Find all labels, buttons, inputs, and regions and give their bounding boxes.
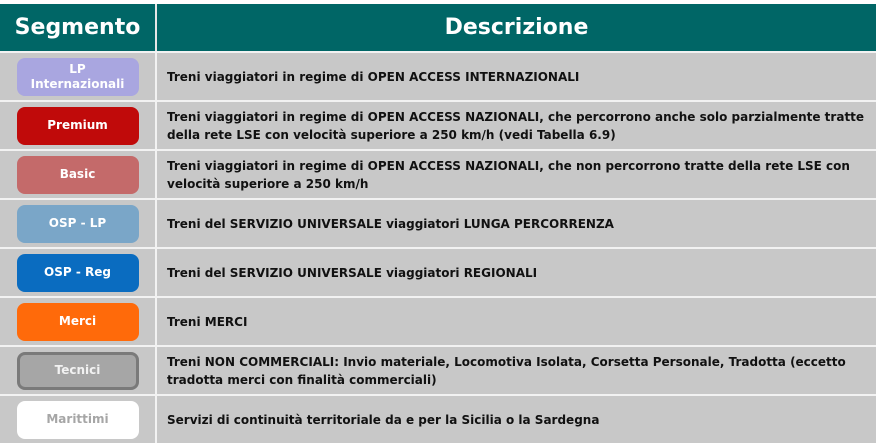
- table-row: Tecnici Treni NON COMMERCIALI: Invio mate…: [0, 345, 876, 394]
- description-cell: Treni del SERVIZIO UNIVERSALE viaggiator…: [167, 216, 614, 231]
- segment-badge: Tecnici: [16, 351, 139, 390]
- segment-badge: OSP - LP: [16, 204, 139, 243]
- table-row: LP Internazionali Treni viaggiatori in re…: [0, 51, 876, 100]
- segment-badge: OSP - Reg: [16, 253, 139, 292]
- segment-badge: LP Internazionali: [16, 57, 139, 96]
- segment-badge: Premium: [16, 106, 139, 145]
- table-row: Premium Treni viaggiatori in regime di OP…: [0, 100, 876, 149]
- table-header: Segmento Descrizione: [0, 4, 876, 51]
- description-cell: Treni viaggiatori in regime di OPEN ACCE…: [167, 109, 865, 142]
- segment-cell: OSP - LP: [0, 200, 157, 247]
- header-description: Descrizione: [444, 15, 589, 40]
- segment-cell: Basic: [0, 151, 157, 198]
- segments-table: Segmento Descrizione LP Internazionali Tr…: [0, 4, 876, 443]
- segment-cell: Marittimi: [0, 396, 157, 443]
- segment-cell: OSP - Reg: [0, 249, 157, 296]
- table-row: OSP - LP Treni del SERVIZIO UNIVERSALE vi…: [0, 198, 876, 247]
- segment-badge: Marittimi: [16, 400, 139, 439]
- table-row: Marittimi Servizi di continuità territori…: [0, 394, 876, 443]
- segment-badge: Basic: [16, 155, 139, 194]
- description-cell: Treni viaggiatori in regime di OPEN ACCE…: [167, 69, 580, 84]
- table-row: OSP - Reg Treni del SERVIZIO UNIVERSALE v…: [0, 247, 876, 296]
- description-cell: Treni viaggiatori in regime di OPEN ACCE…: [167, 158, 850, 191]
- segment-cell: Tecnici: [0, 347, 157, 394]
- segment-badge: Merci: [16, 302, 139, 341]
- segment-cell: Premium: [0, 102, 157, 149]
- segment-cell: Merci: [0, 298, 157, 345]
- description-cell: Treni NON COMMERCIALI: Invio materiale, …: [167, 354, 846, 387]
- description-cell: Servizi di continuità territoriale da e …: [167, 412, 600, 427]
- description-cell: Treni del SERVIZIO UNIVERSALE viaggiator…: [167, 265, 538, 280]
- table-row: Basic Treni viaggiatori in regime di OPEN…: [0, 149, 876, 198]
- table-row: Merci Treni MERCI: [0, 296, 876, 345]
- description-cell: Treni MERCI: [167, 314, 248, 329]
- segment-cell: LP Internazionali: [0, 53, 157, 100]
- header-segment: Segmento: [0, 4, 157, 51]
